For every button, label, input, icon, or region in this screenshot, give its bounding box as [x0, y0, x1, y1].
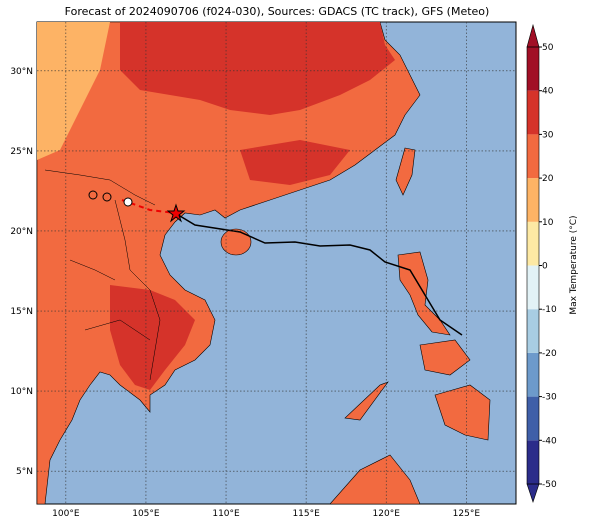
y-tick-label: 25°N [10, 147, 33, 157]
colorbar-label: Max Temperature (°C) [569, 215, 579, 314]
colorbar-segment [527, 178, 539, 222]
storm-position [166, 203, 186, 223]
borneo [329, 454, 421, 504]
track-point [102, 192, 112, 202]
y-tick-label: 30°N [10, 67, 33, 77]
colorbar-segment [527, 134, 539, 179]
colorbar-segment [527, 309, 539, 353]
colorbar-tick-label: -50 [542, 480, 557, 490]
hot-zone [120, 22, 395, 115]
x-tick-label: 110°E [212, 509, 240, 519]
mindanao [434, 384, 491, 441]
map-area [36, 21, 517, 505]
x-tick-label: 125°E [453, 509, 481, 519]
colorbar-tick-label: 50 [542, 43, 554, 53]
colorbar-tick-label: 20 [542, 174, 554, 184]
hot-zone [240, 140, 350, 185]
colorbar-tick-label: -20 [542, 349, 557, 359]
colorbar-segment [527, 265, 539, 310]
visayas [419, 339, 471, 376]
x-tick-label: 100°E [52, 509, 80, 519]
colorbar-tick-label: 0 [542, 262, 548, 272]
hainan [220, 228, 252, 256]
colorbar-segment [527, 221, 539, 266]
y-tick-label: 20°N [10, 227, 33, 237]
colorbar-segment [527, 352, 539, 397]
track [174, 212, 463, 336]
colorbar: -50 -40 -30 -20 -10 0 10 20 30 40 50 [526, 23, 557, 503]
y-tick-label: 10°N [10, 387, 33, 397]
colorbar-tick-label: 10 [542, 218, 554, 228]
y-tick-label: 15°N [10, 307, 33, 317]
x-tick-label: 105°E [132, 509, 160, 519]
colorbar-segment [527, 90, 539, 135]
track-point [88, 190, 98, 200]
x-tick-label: 115°E [292, 509, 320, 519]
colorbar-tick-label: 40 [542, 87, 554, 97]
y-tick-label: 5°N [16, 467, 33, 477]
colorbar-tick-label: 30 [542, 130, 554, 140]
x-tick-label: 120°E [373, 509, 401, 519]
mild-zone [37, 22, 110, 160]
colorbar-extend [526, 483, 540, 503]
colorbar-extend [526, 23, 540, 48]
colorbar-segment [527, 440, 539, 484]
colorbar-tick-label: -10 [542, 305, 557, 315]
palawan [344, 381, 389, 421]
colorbar-tick-label: -40 [542, 436, 557, 446]
track-point [123, 197, 133, 207]
taiwan [395, 147, 416, 196]
mainland [37, 22, 421, 504]
colorbar-segment [527, 47, 539, 91]
map-title: Forecast of 2024090706 (f024-030), Sourc… [65, 5, 490, 18]
borders [44, 169, 161, 381]
colorbar-segment [527, 396, 539, 441]
colorbar-tick-label: -30 [542, 393, 557, 403]
